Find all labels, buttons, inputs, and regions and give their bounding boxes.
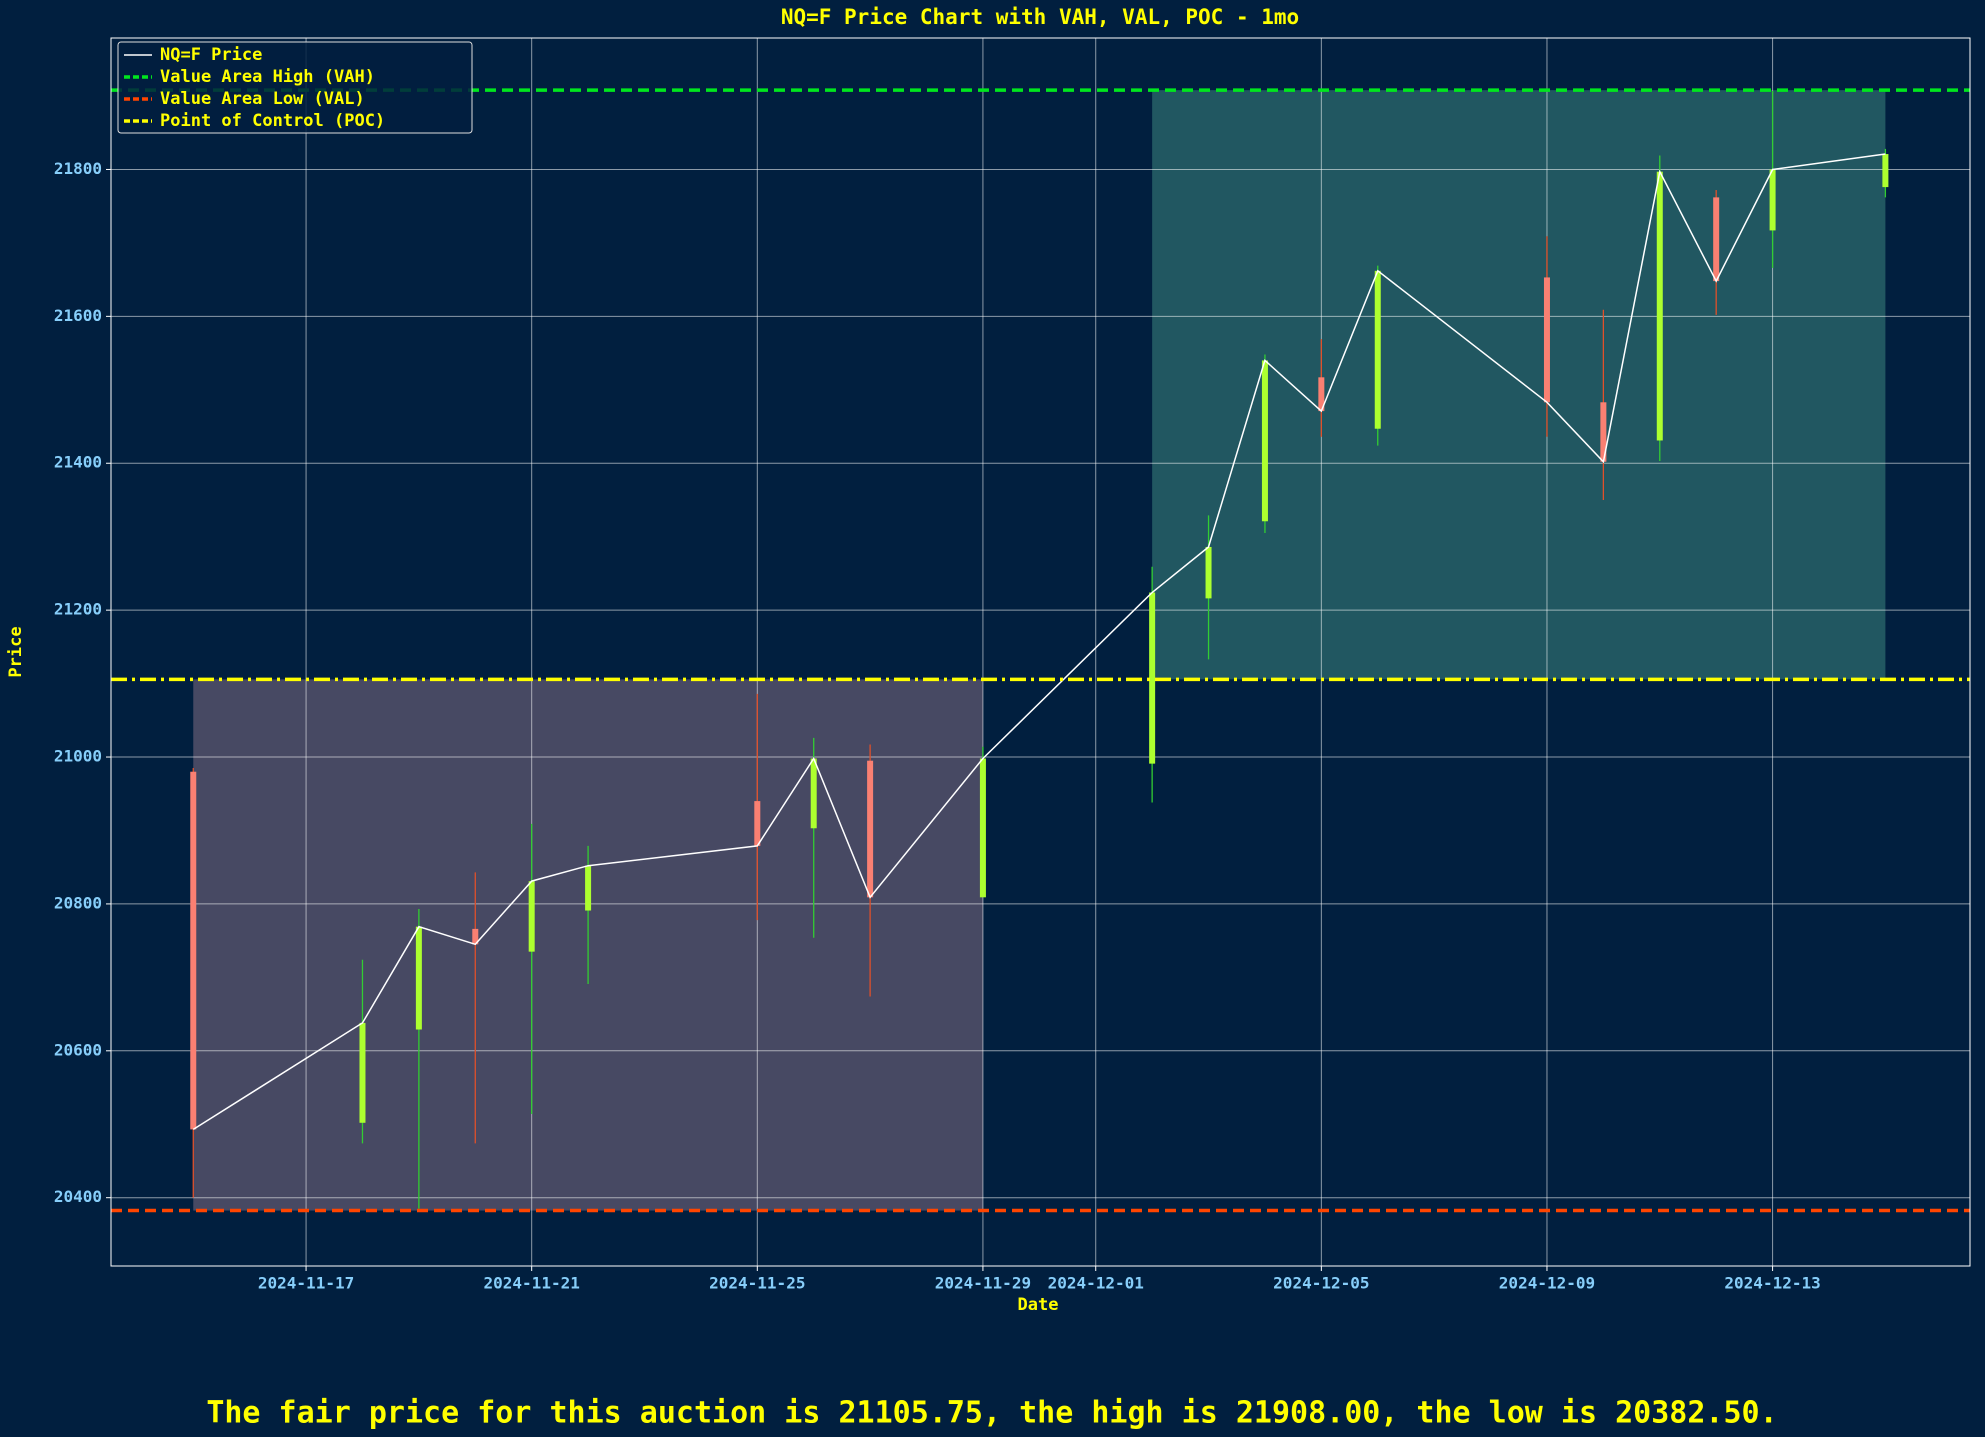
- candle-body: [1600, 402, 1607, 462]
- candle-body: [810, 758, 817, 829]
- candle-body: [1261, 360, 1268, 522]
- candle-body: [1318, 377, 1325, 412]
- legend-label: Point of Control (POC): [160, 111, 385, 131]
- y-axis-label: Price: [6, 626, 26, 677]
- candle-body: [415, 926, 422, 1030]
- y-tick-label: 21800: [54, 159, 102, 178]
- x-tick-label: 2024-12-05: [1273, 1274, 1369, 1293]
- y-tick-label: 21200: [54, 600, 102, 619]
- candle-body: [979, 758, 986, 898]
- legend-label: NQ=F Price: [160, 45, 262, 65]
- candle-body: [1374, 270, 1381, 429]
- x-tick-label: 2024-11-25: [709, 1274, 805, 1293]
- plot-frame: [110, 37, 1971, 1267]
- footer-text: The fair price for this auction is 21105…: [206, 1396, 1777, 1431]
- candle-body: [359, 1022, 366, 1123]
- price-line: [192, 153, 1886, 1131]
- x-tick-label: 2024-12-09: [1499, 1274, 1595, 1293]
- candle-body: [585, 865, 592, 911]
- legend-label: Value Area Low (VAL): [160, 89, 365, 109]
- candle-body: [1882, 154, 1889, 188]
- y-tick-label: 20400: [54, 1187, 102, 1206]
- x-axis-label: Date: [1018, 1295, 1059, 1315]
- x-tick-label: 2024-11-29: [935, 1274, 1031, 1293]
- candle-body: [1769, 169, 1776, 231]
- y-tick-label: 21400: [54, 453, 102, 472]
- candle-body: [190, 771, 197, 1130]
- x-tick-label: 2024-11-21: [484, 1274, 580, 1293]
- x-tick-label: 2024-12-13: [1724, 1274, 1820, 1293]
- candle-body: [528, 881, 535, 952]
- candle-body: [1205, 546, 1212, 599]
- chart-title: NQ=F Price Chart with VAH, VAL, POC - 1m…: [781, 5, 1299, 29]
- candle-body: [867, 760, 874, 898]
- candle-body: [1713, 197, 1720, 282]
- x-tick-label: 2024-12-01: [1048, 1274, 1144, 1293]
- x-tick-label: 2024-11-17: [258, 1274, 354, 1293]
- y-tick-label: 20800: [54, 893, 102, 912]
- y-tick-label: 21600: [54, 306, 102, 325]
- candle-body: [754, 801, 761, 846]
- y-tick-label: 20600: [54, 1040, 102, 1059]
- candle-body: [1656, 171, 1663, 441]
- legend-box: [117, 41, 473, 134]
- legend-label: Value Area High (VAH): [160, 67, 375, 87]
- candle-body: [472, 928, 479, 945]
- candle-body: [1149, 592, 1156, 764]
- y-tick-label: 21000: [54, 747, 102, 766]
- candle-body: [1543, 277, 1550, 403]
